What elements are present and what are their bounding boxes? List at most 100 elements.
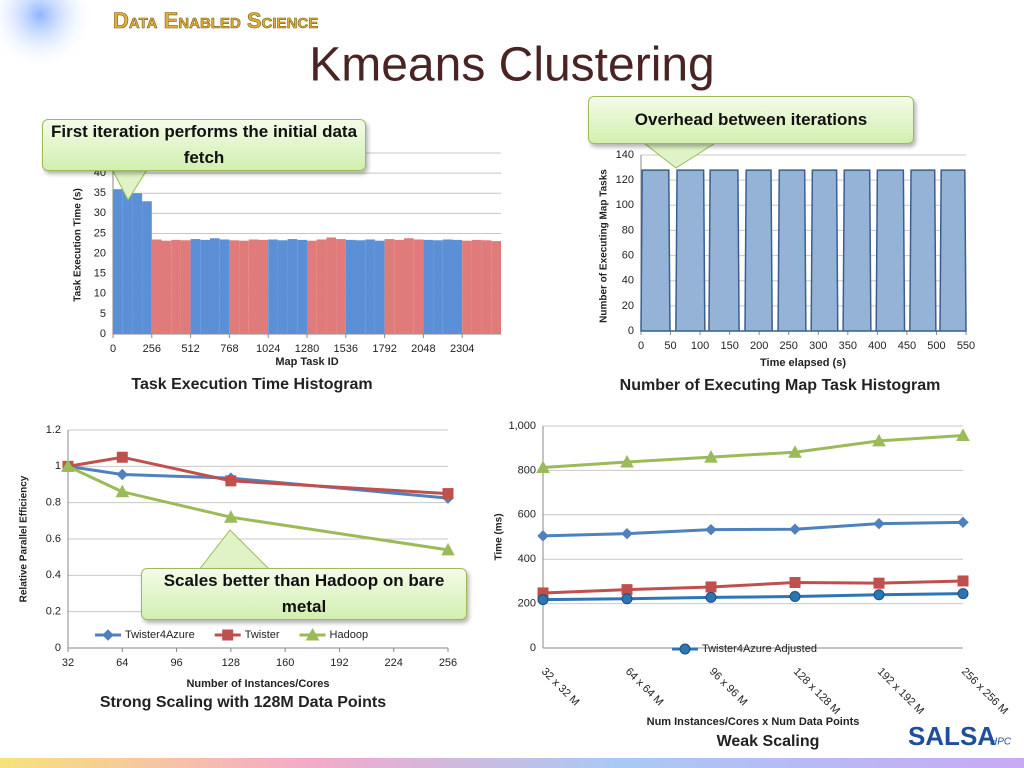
chart-caption: Task Execution Time Histogram [131,376,372,393]
y-tick-label: 200 [518,598,536,610]
marker [621,593,633,605]
bar [132,193,143,334]
bar [248,239,259,334]
marker [956,428,970,442]
y-tick-label: 10 [94,288,106,300]
marker [102,629,114,641]
marker [789,590,801,602]
callout-tail [638,139,722,169]
x-tick-label: 450 [898,340,916,352]
bar [239,240,249,334]
bar [345,239,356,334]
bar [365,239,375,334]
y-tick-label: 140 [616,149,634,161]
series-line [542,434,964,470]
legend-label: Twister [245,629,280,641]
bar [471,239,482,334]
x-axis-title: Num Instances/Cores x Num Data Points [647,716,860,728]
corner-glow [0,0,95,70]
bar [190,239,201,334]
area [640,169,967,332]
y-tick-label: 100 [616,199,634,211]
marker [789,523,801,535]
x-tick-label: 150 [720,340,738,352]
header-subtitle: Data Enabled Science [113,8,318,33]
chart-caption: Weak Scaling [717,733,820,750]
x-tick-label: 200 [750,340,768,352]
y-axis-title: Relative Parallel Efficiency [19,475,30,602]
bar [122,181,133,334]
y-tick-label: 30 [94,207,106,219]
bar [219,239,230,334]
marker [116,451,128,463]
logo: SALSA [908,721,996,751]
marker [225,475,237,487]
x-tick-label: 2048 [411,343,435,355]
marker [621,584,633,596]
y-tick-label: 1.2 [46,424,61,436]
marker [705,591,717,603]
marker [704,450,718,463]
slide-title: Kmeans Clustering [309,39,715,92]
rainbow-bar [0,758,1024,768]
y-tick-label: 0.4 [46,569,61,581]
y-tick-label: 5 [100,308,106,320]
callout: Scales better than Hadoop on bare metal [141,568,467,620]
marker [61,459,75,472]
y-axis-title: Number of Executing Map Tasks [599,169,610,323]
bar [277,240,288,334]
marker [537,594,549,606]
x-tick-label: 224 [385,657,403,669]
series-line [542,579,964,595]
x-tick-label: 1024 [256,343,280,355]
bar [413,239,424,334]
x-tick-label: 0 [638,340,644,352]
bar [491,241,501,334]
marker [620,454,634,468]
y-tick-label: 40 [622,275,634,287]
y-tick-label: 0 [628,325,634,337]
bar [268,239,278,334]
y-tick-label: 0.8 [46,497,61,509]
bar [394,239,404,334]
x-tick-label: 500 [927,340,945,352]
y-tick-label: 25 [94,227,106,239]
callout: Overhead between iterations [588,96,914,144]
y-tick-label: 0.6 [46,533,61,545]
bar [200,239,210,334]
bar [316,239,327,334]
series-line [67,455,449,496]
bar [171,239,181,334]
callout: First iteration performs the initial dat… [42,119,366,171]
x-tick-label: 128 x 128 M [791,666,842,717]
marker [537,530,549,542]
bar [287,239,298,334]
marker [116,468,128,481]
x-tick-label: 1536 [334,343,358,355]
x-tick-label: 128 [222,657,240,669]
x-tick-label: 350 [839,340,857,352]
bar [307,240,317,334]
x-tick-label: 2304 [450,343,474,355]
marker [705,523,717,536]
x-tick-label: 96 [170,657,182,669]
marker [705,581,717,593]
x-tick-label: 32 [62,657,74,669]
logo-suffix: HPC [990,737,1012,748]
series-line [542,520,964,538]
bar [384,239,395,334]
y-tick-label: 20 [622,300,634,312]
marker [224,510,238,523]
bar [151,239,162,334]
y-tick-label: 400 [518,553,536,565]
y-tick-label: 15 [94,268,106,280]
x-tick-label: 1280 [295,343,319,355]
y-tick-label: 800 [518,464,536,476]
y-axis-title: Task Execution Time (s) [73,188,84,302]
y-tick-label: 20 [94,247,106,259]
y-tick-label: 80 [622,224,634,236]
bar [142,201,152,334]
x-tick-label: 160 [276,657,294,669]
marker [789,577,801,589]
x-tick-label: 550 [957,340,975,352]
